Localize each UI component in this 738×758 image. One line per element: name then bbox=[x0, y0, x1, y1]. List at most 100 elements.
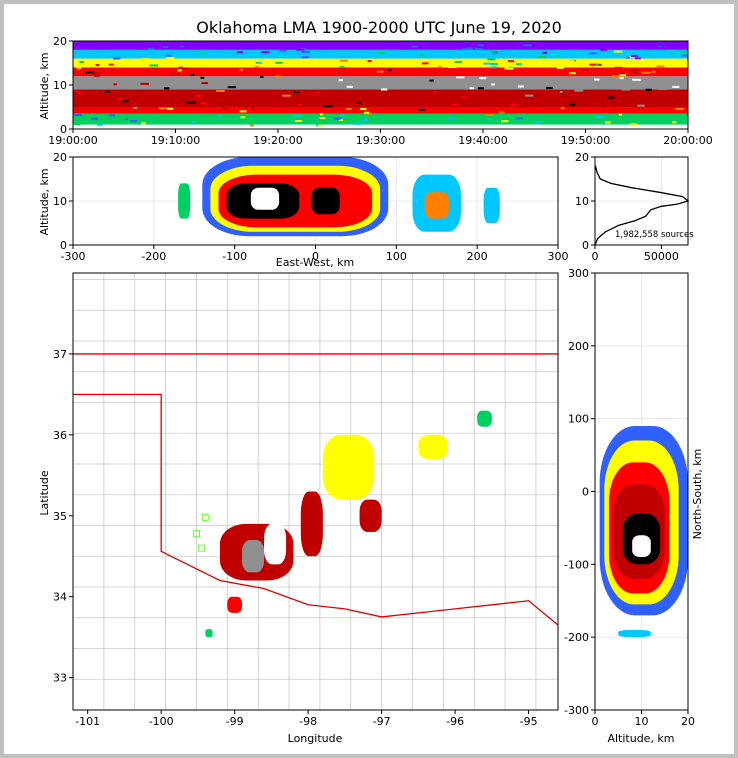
time-density-cell bbox=[274, 75, 281, 78]
time-density-cell bbox=[605, 79, 613, 82]
time-density-cell bbox=[646, 73, 653, 76]
time-density-cell bbox=[491, 83, 495, 86]
time-density-cell bbox=[183, 44, 187, 47]
time-density-cell bbox=[363, 111, 370, 114]
time-density-cell bbox=[357, 101, 361, 104]
time-density-cell bbox=[148, 47, 155, 50]
ew-xtick-label: 200 bbox=[467, 250, 488, 263]
time-density-cell bbox=[421, 62, 429, 65]
time-density-cell bbox=[651, 70, 656, 73]
time-density-cell bbox=[388, 43, 395, 46]
east-west-panel: -300 -200 -100 0 100 200 300 0 10 20 bbox=[53, 151, 569, 263]
time-density-cell bbox=[210, 120, 217, 123]
plan-panel-frame bbox=[72, 272, 559, 711]
ew-ytick-label: 0 bbox=[60, 239, 67, 252]
hist-ytick-label: 10 bbox=[575, 195, 589, 208]
time-density-cell bbox=[423, 98, 431, 101]
time-density-cell bbox=[260, 75, 264, 78]
time-density-cell bbox=[629, 123, 638, 126]
time-density-cell bbox=[154, 45, 163, 48]
time-density-cell bbox=[632, 78, 641, 81]
time-density-cell bbox=[249, 124, 254, 127]
time-density-cell bbox=[120, 44, 125, 47]
time-density-cell bbox=[91, 117, 98, 120]
time-density-cell bbox=[543, 84, 552, 87]
time-density-cell bbox=[96, 123, 103, 126]
time-density-cell bbox=[485, 113, 493, 116]
time-density-cell bbox=[630, 69, 639, 72]
plan-xtick-label: -95 bbox=[520, 715, 538, 728]
ns-xtick-label: 20 bbox=[681, 715, 695, 728]
time-density-cell bbox=[287, 103, 294, 106]
time-density-cell bbox=[178, 66, 183, 69]
plan-panel-xlabel: Longitude bbox=[288, 732, 343, 745]
time-density-cell bbox=[339, 119, 344, 122]
time-density-cell bbox=[550, 120, 559, 123]
ns-ytick-label: 0 bbox=[582, 486, 589, 499]
time-density-cell bbox=[656, 65, 665, 68]
time-density-cell bbox=[294, 119, 303, 122]
time-density-cell bbox=[630, 54, 639, 57]
time-density-cell bbox=[163, 87, 170, 90]
time-density-cell bbox=[538, 44, 546, 47]
time-density-cell bbox=[419, 53, 424, 56]
north-south-panel: 0 10 20 -300 -200 -100 0 100 200 300 bbox=[564, 267, 695, 728]
time-density-cell bbox=[489, 50, 498, 53]
time-density-cell bbox=[200, 76, 205, 79]
time-density-cell bbox=[387, 69, 392, 72]
time-xtick-label: 19:20:00 bbox=[253, 134, 302, 147]
time-density-cell bbox=[432, 91, 438, 94]
time-density-cell bbox=[422, 120, 430, 123]
time-density-cell bbox=[474, 47, 483, 50]
time-density-cell bbox=[451, 103, 459, 106]
time-density-cell bbox=[315, 124, 319, 127]
plan-ytick-label: 37 bbox=[53, 348, 67, 361]
time-density-cell bbox=[418, 108, 426, 111]
time-density-cell bbox=[681, 54, 688, 57]
plan-xtick-label: -96 bbox=[446, 715, 464, 728]
time-density-cell bbox=[95, 64, 100, 67]
time-density-cell bbox=[122, 100, 129, 103]
station-marker bbox=[192, 530, 200, 538]
time-density-cell bbox=[239, 68, 244, 71]
plan-ytick-label: 34 bbox=[53, 591, 67, 604]
time-density-cell bbox=[669, 52, 675, 55]
time-density-cell bbox=[121, 117, 127, 120]
time-density-cell bbox=[469, 87, 475, 90]
time-density-cell bbox=[429, 79, 434, 82]
time-ytick-label: 20 bbox=[53, 35, 67, 48]
time-density-cell bbox=[76, 68, 81, 71]
time-density-cell bbox=[166, 57, 175, 60]
time-density-cell bbox=[569, 72, 576, 75]
time-density-cell bbox=[461, 48, 469, 51]
time-density-cell bbox=[140, 82, 149, 85]
time-ytick-label: 10 bbox=[53, 79, 67, 92]
time-density-cell bbox=[76, 66, 82, 69]
time-density-cell bbox=[200, 102, 208, 105]
time-density-cell bbox=[275, 61, 283, 64]
time-density-cell bbox=[607, 118, 611, 121]
time-density-cell bbox=[346, 85, 353, 88]
hist-xtick-label: 50000 bbox=[644, 250, 679, 263]
ew-xtick-label: 300 bbox=[548, 250, 569, 263]
ew-density-cell bbox=[250, 187, 280, 210]
time-density-cell bbox=[464, 81, 472, 84]
time-density-cell bbox=[462, 96, 467, 99]
time-ytick-label: 0 bbox=[60, 123, 67, 136]
time-density-cell bbox=[672, 85, 680, 88]
ew-panel-ylabel: Altitude, km bbox=[38, 168, 51, 235]
time-density-cell bbox=[626, 56, 630, 59]
time-density-cell bbox=[537, 56, 547, 59]
time-density-cell bbox=[680, 43, 685, 46]
time-density-cell bbox=[345, 108, 352, 111]
time-xtick-label: 19:50:00 bbox=[561, 134, 610, 147]
time-density-cell bbox=[293, 114, 301, 117]
time-density-cell bbox=[654, 47, 662, 50]
time-density-cell bbox=[119, 69, 127, 72]
ew-density-cell bbox=[311, 187, 340, 215]
time-density-cell bbox=[236, 51, 243, 54]
state-border-south bbox=[73, 393, 559, 626]
time-density-cell bbox=[318, 124, 323, 127]
hist-ytick-label: 20 bbox=[575, 151, 589, 164]
time-density-cell bbox=[556, 66, 564, 69]
